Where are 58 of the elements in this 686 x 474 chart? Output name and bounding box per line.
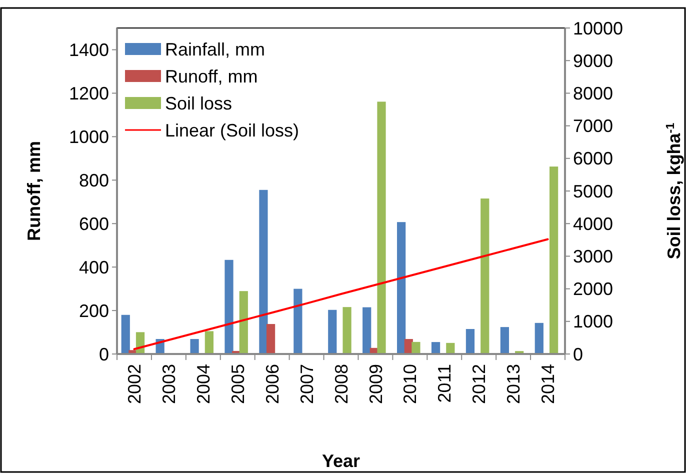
y2-tick-label: 4000 (573, 214, 614, 234)
y2-tick-label: 7000 (573, 116, 614, 136)
bar (549, 166, 558, 354)
bar (534, 322, 544, 354)
x-tick-label: 2006 (262, 364, 282, 404)
x-tick-label: 2011 (434, 364, 455, 403)
bar (431, 342, 440, 354)
x-tick-label: 2008 (331, 364, 352, 404)
bar (294, 288, 302, 354)
x-tick-label: 2013 (504, 364, 524, 404)
bar (239, 291, 248, 354)
y-tick-label: 400 (78, 257, 109, 278)
y-tick-label: 0 (98, 344, 109, 364)
y2-tick-label: 9000 (573, 50, 614, 71)
y-axis-title: Runoff, mm (24, 141, 44, 241)
y2-tick-label: 1000 (573, 312, 614, 332)
x-tick-label: 2002 (124, 364, 145, 404)
legend-label: Rainfall, mm (165, 39, 266, 60)
bar (480, 198, 490, 354)
x-tick-label: 2007 (296, 364, 317, 404)
bar (397, 222, 406, 354)
bar (500, 327, 509, 354)
bar (121, 314, 130, 354)
bar (466, 329, 475, 354)
y2-tick-label: 0 (573, 344, 584, 364)
x-tick-label: 2014 (538, 364, 558, 404)
y-tick-label: 800 (78, 170, 109, 190)
x-axis-title: Year (322, 451, 360, 471)
x-tick-label: 2012 (469, 364, 490, 404)
bar (328, 310, 337, 354)
x-tick-label: 2005 (228, 364, 248, 404)
x-tick-label: 2009 (366, 364, 386, 404)
y-tick-label: 1400 (68, 40, 109, 60)
y-tick-label: 1000 (68, 126, 109, 147)
bar (204, 331, 214, 354)
legend-label: Runoff, mm (165, 66, 258, 86)
y2-tick-label: 2000 (573, 279, 614, 300)
bar (342, 307, 352, 354)
bar (266, 324, 276, 354)
y2-tick-label: 8000 (573, 84, 614, 104)
legend-label: Soil loss (165, 93, 232, 114)
x-tick-label: 2010 (400, 364, 420, 404)
y-tick-label: 600 (78, 214, 109, 234)
y2-tick-label: 3000 (573, 246, 614, 266)
y2-tick-label: 6000 (573, 148, 614, 169)
y-tick-label: 1200 (68, 84, 109, 104)
legend-label: Linear (Soil loss) (165, 120, 300, 140)
y-tick-label: 200 (78, 300, 109, 321)
bar (362, 307, 372, 354)
bar (224, 260, 234, 354)
bar (190, 339, 199, 354)
y2-tick-label: 5000 (573, 181, 614, 202)
line-series (133, 238, 549, 350)
x-tick-label: 2004 (193, 364, 214, 404)
y2-tick-label: 10000 (573, 18, 624, 38)
bar (377, 102, 386, 354)
x-tick-label: 2003 (158, 364, 179, 404)
bar (259, 190, 268, 354)
